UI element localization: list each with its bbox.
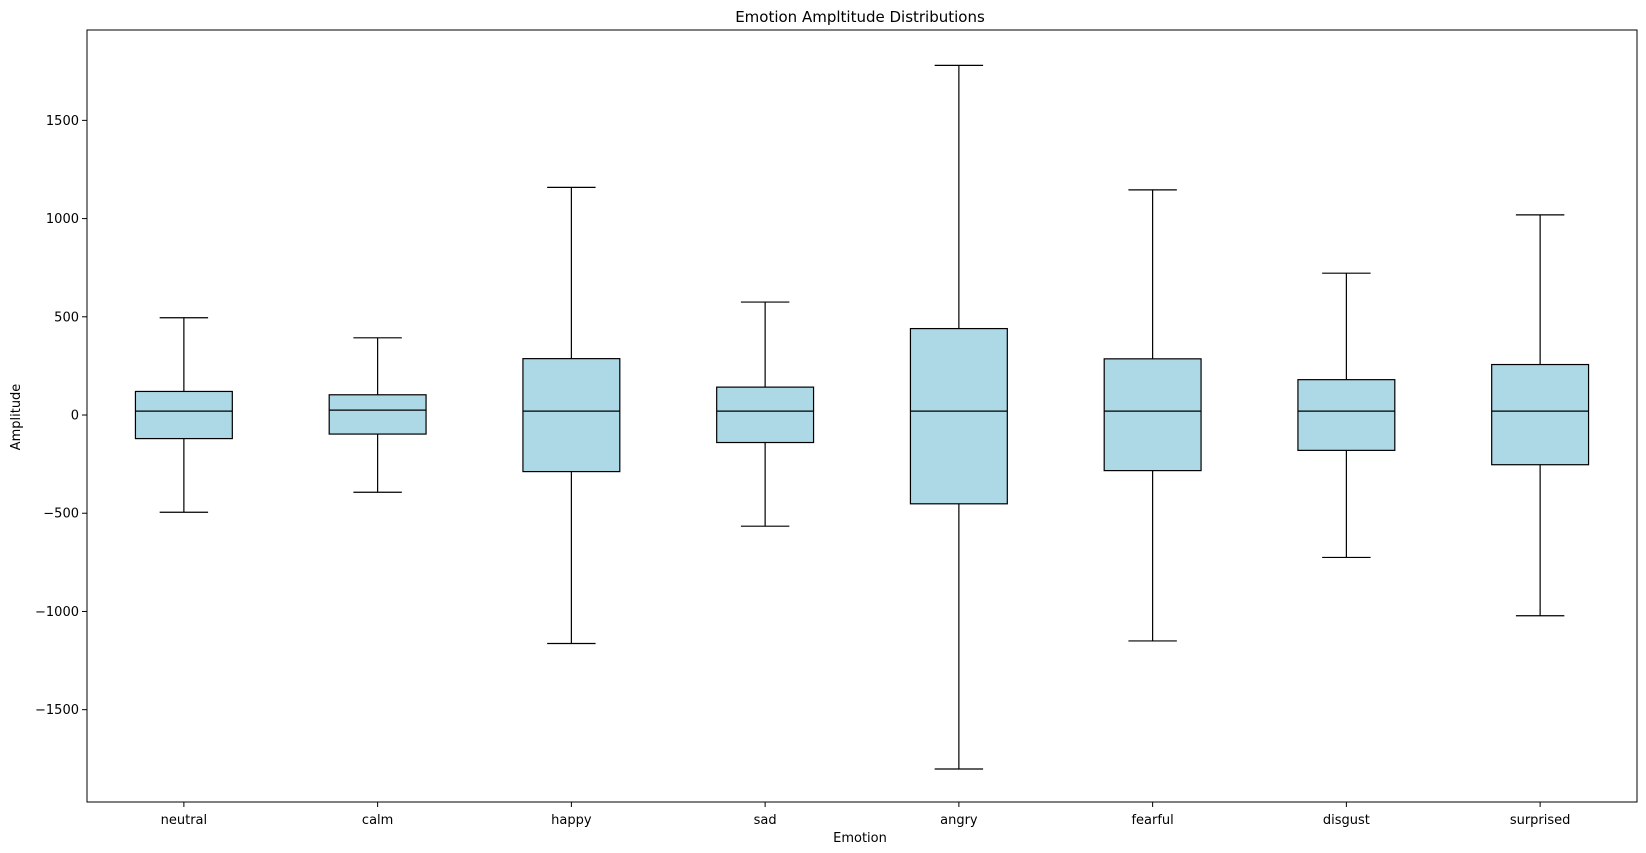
y-tick-label: 1000 xyxy=(46,212,79,227)
plot-frame xyxy=(86,29,1638,803)
x-tick-label: disgust xyxy=(1323,813,1370,828)
box-happy xyxy=(522,186,621,645)
plot-area xyxy=(134,64,1590,770)
x-tick-label: angry xyxy=(940,813,978,828)
x-tick-label: calm xyxy=(362,813,393,828)
x-axis-label: Emotion xyxy=(833,831,887,846)
iqr-box xyxy=(522,358,621,473)
iqr-box xyxy=(1103,358,1202,472)
y-tick-label: −1500 xyxy=(35,703,79,718)
y-tick-label: 0 xyxy=(71,409,79,424)
x-tick-label: happy xyxy=(551,813,592,828)
iqr-box xyxy=(1491,363,1590,466)
iqr-box xyxy=(909,327,1008,505)
iqr-box xyxy=(1297,379,1396,451)
box-calm xyxy=(328,337,427,493)
box-surprised xyxy=(1491,214,1590,617)
y-tick-label: 500 xyxy=(54,310,79,325)
y-tick-label: −1000 xyxy=(35,605,79,620)
x-tick-label: surprised xyxy=(1510,813,1571,828)
box-neutral xyxy=(134,317,233,513)
x-tick-label: fearful xyxy=(1131,813,1173,828)
box-disgust xyxy=(1297,272,1396,559)
box-angry xyxy=(909,64,1008,770)
chart-title: Emotion Ampltitude Distributions xyxy=(735,8,985,26)
x-axis: neutral calm happy sad angry fearful disgust su… xyxy=(161,802,1571,828)
box-fearful xyxy=(1103,189,1202,642)
iqr-box xyxy=(134,390,233,440)
x-tick-label: sad xyxy=(754,813,777,828)
y-axis: −1500 −1000 −500 0 500 1000 1500 xyxy=(35,114,87,718)
y-tick-label: 1500 xyxy=(46,114,79,129)
iqr-box xyxy=(716,386,815,444)
x-tick-label: neutral xyxy=(161,813,208,828)
y-axis-label: Amplitude xyxy=(9,384,24,451)
iqr-box xyxy=(328,394,427,435)
box-sad xyxy=(716,301,815,527)
y-tick-label: −500 xyxy=(43,507,79,522)
